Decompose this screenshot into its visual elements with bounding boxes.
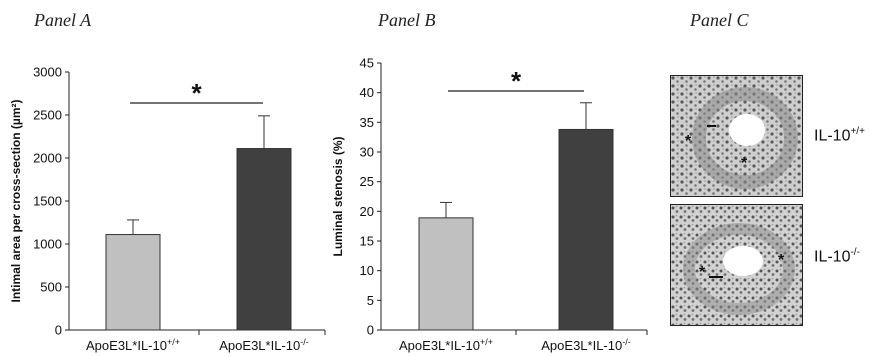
y-tick-label: 500	[40, 280, 62, 295]
y-tick-label: 10	[360, 263, 374, 278]
y-tick-label: 20	[360, 204, 374, 219]
y-tick-label: 0	[55, 323, 62, 338]
bar	[558, 128, 614, 331]
y-tick-label: 2500	[33, 108, 62, 123]
panel-b-title: Panel B	[378, 10, 436, 30]
y-axis-label: Intimal area per cross-section (µm²)	[9, 100, 23, 303]
significance-marker: *	[511, 66, 522, 96]
x-tick-label: ApoE3L*IL-10-/-	[541, 337, 630, 353]
genotype-wildtype-base: IL-10	[814, 127, 851, 145]
y-axis-label: Luminal stenosis (%)	[331, 136, 345, 256]
genotype-knockout-sup: -/-	[850, 247, 860, 258]
y-tick-label: 0	[367, 323, 374, 338]
svg-text:*: *	[741, 155, 748, 172]
genotype-knockout-base: IL-10	[814, 248, 851, 266]
significance-marker: *	[191, 78, 202, 108]
genotype-label-knockout: IL-10-/-	[814, 247, 860, 266]
histology-image-knockout: * *	[670, 204, 803, 326]
panel-a-title: Panel A	[34, 10, 92, 30]
histology-image-wildtype: * *	[670, 75, 803, 197]
y-tick-label: 1500	[33, 194, 62, 209]
y-tick-label: 2000	[33, 151, 62, 166]
bar	[418, 217, 474, 331]
y-tick-label: 3000	[33, 65, 62, 80]
y-tick-label: 5	[367, 293, 374, 308]
luminal-stenosis-chart: Luminal stenosis (%) 0 5 10 15 20 25 30 35 40 45 Ap…	[331, 56, 648, 353]
histology-knockout-picture: * *	[671, 205, 802, 325]
y-tick-label: 40	[360, 85, 374, 100]
y-tick-label: 1000	[33, 237, 62, 252]
genotype-label-wildtype: IL-10+/+	[814, 126, 865, 145]
x-tick-label: ApoE3L*IL-10+/+	[399, 337, 493, 353]
bar	[236, 148, 292, 331]
x-tick-label: ApoE3L*IL-10-/-	[219, 337, 308, 353]
histology-wildtype-picture: * *	[671, 76, 802, 196]
intimal-area-chart: Intimal area per cross-section (µm²) 0 500…	[9, 65, 326, 353]
y-tick-label: 25	[360, 174, 374, 189]
x-tick-label: ApoE3L*IL-10+/+	[86, 337, 180, 353]
y-tick-label: 45	[360, 56, 374, 71]
bar	[105, 234, 161, 331]
y-tick-label: 35	[360, 115, 374, 130]
genotype-wildtype-sup: +/+	[850, 126, 865, 137]
y-tick-label: 30	[360, 145, 374, 160]
svg-text:*: *	[778, 252, 785, 269]
panel-c-title: Panel C	[690, 10, 749, 30]
svg-text:*: *	[699, 264, 706, 281]
svg-text:*: *	[685, 133, 692, 150]
y-tick-label: 15	[360, 234, 374, 249]
